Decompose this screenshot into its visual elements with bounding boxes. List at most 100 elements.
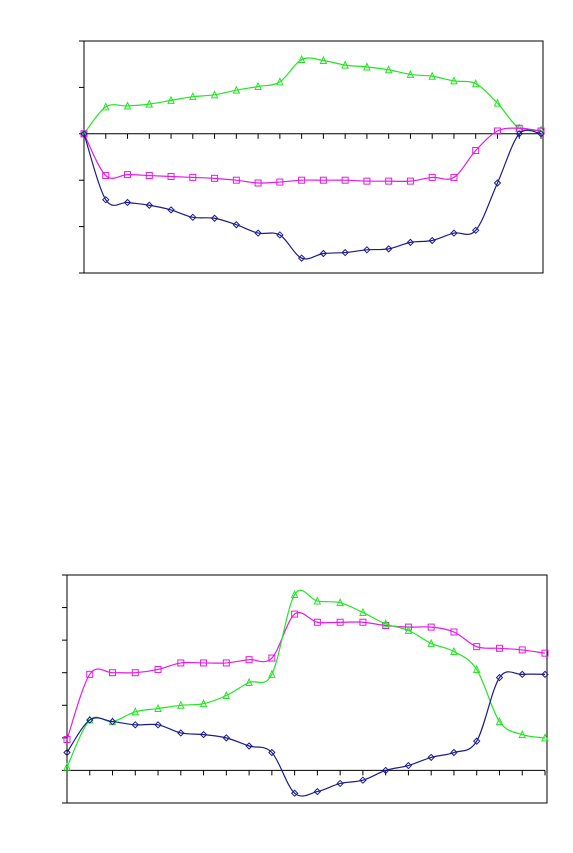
- chart-2-series-3-point: [108, 717, 117, 726]
- chart-2-series-1-point: [245, 656, 253, 664]
- chart-1-series-2-point: [232, 176, 240, 184]
- chart-2-series-1-point: [291, 610, 299, 618]
- chart-2-series-2-point: [154, 703, 162, 713]
- chart-2-series-3-point: [359, 776, 367, 784]
- chart-2-series-2-point: [495, 716, 504, 726]
- chart-2-series-1-point: [268, 654, 276, 662]
- chart-1-series-2-point: [124, 171, 132, 179]
- chart-1-series-1-point: [232, 85, 241, 94]
- chart-2-series-1-point: [336, 618, 344, 626]
- chart-2-series-3-point: [450, 748, 458, 757]
- chart-1-series-3-point: [102, 195, 110, 204]
- chart-1-series-1-point: [167, 95, 175, 104]
- chart-2-series-3-point: [336, 779, 344, 788]
- chart-1-series-3-point: [363, 246, 371, 254]
- chart-1: [79, 40, 545, 274]
- chart-1-series-1-point: [471, 78, 480, 88]
- chart-1-series-3-line: [83, 129, 542, 260]
- chart-2-series-3-point: [518, 670, 526, 679]
- chart-2-series-1-point: [109, 669, 117, 677]
- chart-1-series-1-point: [189, 91, 197, 101]
- chart-1-series-2-point: [319, 176, 327, 184]
- chart-1-series-1-point: [341, 60, 349, 69]
- chart-2-series-1-point: [154, 665, 162, 673]
- chart-2-series-3-point: [245, 742, 253, 750]
- chart-1-series-1-point: [384, 65, 393, 74]
- chart-2-series-1-point: [63, 735, 71, 743]
- chart-2-series-2-point: [199, 698, 208, 708]
- chart-2-series-1-point: [450, 628, 458, 636]
- chart-2-series-3-point: [290, 789, 299, 797]
- chart-1-series-1-point: [123, 101, 132, 110]
- chart-2-series-1-point: [200, 659, 208, 667]
- chart-2-series-2-point: [63, 762, 71, 771]
- chart-1-series-3-point: [493, 179, 502, 187]
- chart-2-series-2-point: [450, 646, 458, 656]
- chart-2-series-1-point: [86, 670, 94, 678]
- chart-1-series-3-point: [210, 214, 219, 222]
- chart-1-series-3-point: [276, 231, 284, 239]
- chart-1-series-3-point: [384, 245, 393, 253]
- chart-1-series-2-point: [493, 127, 501, 135]
- chart-2-series-3-point: [495, 673, 504, 682]
- chart-2-series-3-point: [199, 730, 208, 739]
- chart-2-series-2-point: [427, 638, 435, 647]
- chart-2-series-2-point: [472, 664, 481, 673]
- chart-2-series-1-point: [177, 659, 185, 667]
- chart-2-series-1-point: [359, 618, 367, 626]
- chart-1-series-2-line: [83, 127, 542, 184]
- chart-2-series-2-point: [404, 625, 413, 634]
- chart-2-series-3-point: [313, 787, 322, 796]
- chart-2-series-2-line: [66, 589, 546, 768]
- chart-2-series-1-point: [541, 649, 549, 657]
- chart-2-series-3-point: [63, 748, 71, 757]
- chart-1-series-3-point: [123, 198, 132, 207]
- chart-1-series-3-point: [515, 130, 523, 138]
- chart-1-series-2-point: [102, 172, 110, 180]
- chart-2-series-1-point: [222, 659, 230, 667]
- chart-2-series-1-line: [66, 612, 546, 740]
- chart-1-series-2-point: [363, 177, 371, 185]
- chart-2-series-1-point: [518, 646, 526, 654]
- chart-1-series-2-point: [167, 172, 175, 180]
- chart-2-series-1-point: [131, 669, 139, 677]
- chart-1-series-1-point: [297, 54, 306, 64]
- chart-1-series-1-point: [363, 62, 371, 71]
- chart-2-series-1-point: [495, 644, 503, 652]
- chart-1-series-3-point: [189, 213, 197, 222]
- chart-1-series-3-point: [297, 254, 306, 262]
- chart-2-series-2-point: [222, 690, 231, 700]
- chart-2: [62, 574, 549, 804]
- chart-1-series-1-point: [210, 90, 219, 99]
- chart-2-series-3-line: [66, 671, 546, 797]
- chart-2-series-3-point: [404, 761, 413, 770]
- chart-1-series-1-point: [254, 81, 262, 90]
- chart-1-series-1-point: [428, 71, 436, 80]
- chart-2-series-3-point: [86, 716, 94, 724]
- chart-2-series-3-point: [154, 721, 162, 729]
- chart-2-series-3-point: [131, 721, 139, 729]
- chart-1-series-3-point: [167, 206, 175, 214]
- chart-1-series-2-point: [276, 178, 284, 186]
- chart-1-series-1-point: [493, 98, 502, 107]
- chart-1-series-2-point: [472, 147, 480, 155]
- chart-2-series-1-point: [427, 623, 435, 631]
- chart-1-series-3-point: [254, 229, 262, 237]
- chart-1-series-2-point: [406, 177, 414, 185]
- chart-2-series-2-point: [381, 619, 390, 628]
- chart-1-series-1-point: [450, 76, 458, 85]
- chart-1-series-1-point: [145, 99, 154, 108]
- chart-2-series-2-point: [313, 596, 322, 605]
- chart-1-series-3-point: [428, 236, 436, 245]
- chart-1-series-2-point: [211, 174, 219, 182]
- chart-1-series-1-point: [406, 69, 415, 78]
- chart-2-series-3-point: [473, 737, 481, 745]
- chart-1-series-3-point: [319, 249, 328, 258]
- chart-1-series-3-point: [232, 221, 241, 229]
- chart-1-series-2-point: [341, 176, 349, 184]
- chart-1-series-3-point: [406, 238, 415, 247]
- chart-2-series-2-point: [518, 729, 527, 739]
- chart-1-series-2-point: [450, 173, 458, 181]
- chart-1-series-2-point: [428, 173, 436, 181]
